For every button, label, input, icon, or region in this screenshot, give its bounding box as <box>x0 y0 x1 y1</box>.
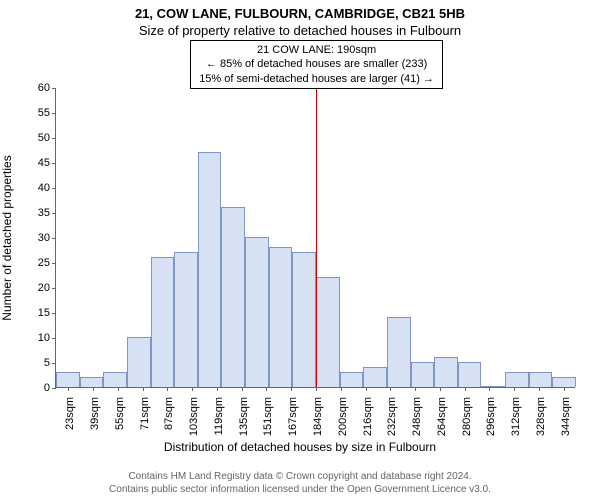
x-tick-label: 184sqm <box>312 393 324 436</box>
y-tick-mark <box>52 138 56 139</box>
x-tick-mark <box>341 387 342 391</box>
x-tick-mark <box>390 387 391 391</box>
x-tick-label: 216sqm <box>362 393 374 436</box>
x-tick-mark <box>489 387 490 391</box>
histogram-bar <box>505 372 529 387</box>
histogram-bar <box>458 362 482 387</box>
x-axis-label: Distribution of detached houses by size … <box>0 440 600 454</box>
footer-line2: Contains public sector information licen… <box>0 483 600 496</box>
annotation-line2: ← 85% of detached houses are smaller (23… <box>199 57 434 71</box>
y-tick-mark <box>52 88 56 89</box>
y-axis-label: Number of detached properties <box>0 155 14 320</box>
footer: Contains HM Land Registry data © Crown c… <box>0 470 600 496</box>
histogram-bar <box>103 372 127 387</box>
histogram-bar <box>292 252 316 387</box>
histogram-bar <box>151 257 175 387</box>
x-tick-mark <box>118 387 119 391</box>
x-tick-mark <box>93 387 94 391</box>
histogram-bar <box>56 372 80 387</box>
x-tick-label: 312sqm <box>510 393 522 436</box>
x-tick-label: 200sqm <box>337 393 349 436</box>
y-tick-mark <box>52 338 56 339</box>
marker-line <box>316 88 317 387</box>
x-tick-label: 55sqm <box>114 393 126 430</box>
histogram-bar <box>481 386 505 387</box>
histogram-bar <box>363 367 387 387</box>
y-tick-mark <box>52 313 56 314</box>
x-tick-mark <box>415 387 416 391</box>
plot-region: 05101520253035404550556023sqm39sqm55sqm7… <box>55 88 575 388</box>
histogram-bar <box>411 362 435 387</box>
y-tick-mark <box>52 113 56 114</box>
histogram-bar <box>80 377 104 387</box>
y-tick-mark <box>52 388 56 389</box>
y-tick-mark <box>52 363 56 364</box>
footer-line1: Contains HM Land Registry data © Crown c… <box>0 470 600 483</box>
histogram-bar <box>198 152 222 387</box>
histogram-bar <box>340 372 364 387</box>
x-tick-label: 151sqm <box>262 393 274 436</box>
x-tick-label: 103sqm <box>188 393 200 436</box>
x-tick-label: 135sqm <box>238 393 250 436</box>
x-tick-mark <box>465 387 466 391</box>
x-tick-mark <box>316 387 317 391</box>
histogram-bar <box>245 237 269 387</box>
x-tick-label: 39sqm <box>89 393 101 430</box>
x-tick-label: 167sqm <box>287 393 299 436</box>
x-tick-mark <box>564 387 565 391</box>
y-tick-mark <box>52 213 56 214</box>
y-tick-mark <box>52 163 56 164</box>
histogram-bar <box>316 277 340 387</box>
histogram-bar <box>387 317 411 387</box>
x-tick-label: 119sqm <box>213 393 225 435</box>
histogram-bar <box>269 247 293 387</box>
x-tick-label: 280sqm <box>461 393 473 436</box>
annotation-box: 21 COW LANE: 190sqm ← 85% of detached ho… <box>190 40 443 89</box>
histogram-bar <box>529 372 553 387</box>
x-tick-label: 248sqm <box>411 393 423 436</box>
x-tick-mark <box>143 387 144 391</box>
x-tick-label: 264sqm <box>436 393 448 436</box>
y-tick-mark <box>52 263 56 264</box>
y-tick-mark <box>52 188 56 189</box>
x-tick-mark <box>539 387 540 391</box>
annotation-line1: 21 COW LANE: 190sqm <box>199 43 434 57</box>
x-tick-mark <box>242 387 243 391</box>
histogram-bar <box>127 337 151 387</box>
y-tick-mark <box>52 238 56 239</box>
annotation-line3: 15% of semi-detached houses are larger (… <box>199 72 434 86</box>
x-tick-mark <box>68 387 69 391</box>
histogram-bar <box>221 207 245 387</box>
x-tick-label: 344sqm <box>560 393 572 436</box>
x-tick-label: 23sqm <box>64 393 76 430</box>
x-tick-label: 87sqm <box>163 393 175 430</box>
x-tick-mark <box>192 387 193 391</box>
histogram-bar <box>174 252 198 387</box>
x-tick-mark <box>167 387 168 391</box>
x-tick-label: 328sqm <box>535 393 547 436</box>
x-tick-mark <box>514 387 515 391</box>
x-tick-mark <box>440 387 441 391</box>
x-tick-label: 71sqm <box>139 393 151 430</box>
histogram-bar <box>434 357 458 387</box>
y-tick-mark <box>52 288 56 289</box>
histogram-bar <box>552 377 576 387</box>
x-tick-label: 296sqm <box>485 393 497 436</box>
x-tick-mark <box>291 387 292 391</box>
x-tick-mark <box>366 387 367 391</box>
x-tick-mark <box>266 387 267 391</box>
x-tick-mark <box>217 387 218 391</box>
x-tick-label: 232sqm <box>386 393 398 436</box>
